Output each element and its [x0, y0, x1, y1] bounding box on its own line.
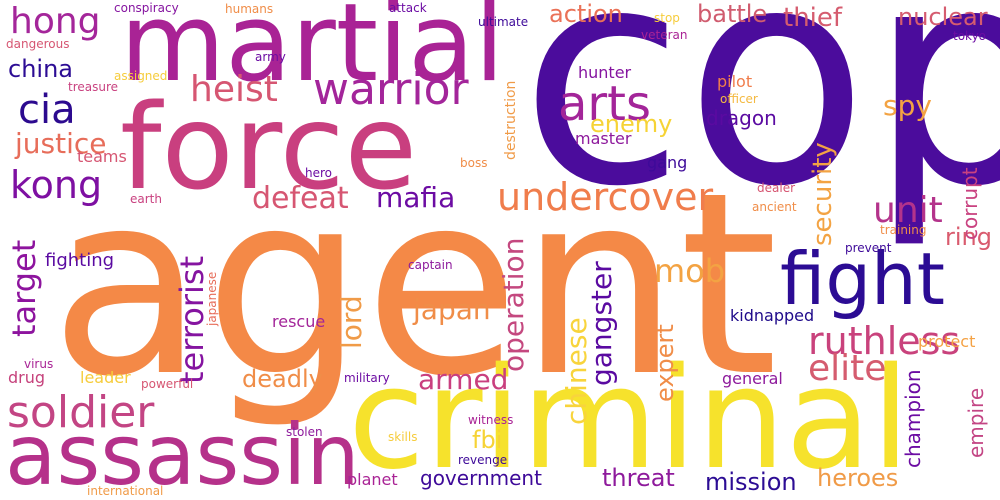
word-dragon: dragon	[706, 106, 777, 130]
word-thief: thief	[783, 3, 843, 33]
word-ultimate: ultimate	[478, 15, 529, 29]
word-target: target	[5, 239, 43, 337]
word-fbi: fbi	[472, 426, 503, 454]
word-prevent: prevent	[845, 241, 892, 255]
word-chinese: chinese	[560, 317, 593, 425]
word-tokyo: tokyo	[953, 29, 987, 43]
word-rescue: rescue	[272, 312, 326, 331]
word-criminal: criminal	[348, 338, 911, 500]
word-witness: witness	[468, 413, 514, 427]
word-mob: mob	[654, 252, 726, 290]
word-planet: planet	[347, 470, 398, 489]
word-elite: elite	[808, 348, 887, 389]
word-fighting: fighting	[45, 250, 115, 271]
word-captain: captain	[408, 258, 453, 272]
word-kong: kong	[10, 163, 103, 207]
word-enemy: enemy	[590, 110, 673, 138]
word-ring: ring	[945, 223, 992, 251]
word-armed: armed	[418, 363, 509, 396]
word-agent: agent	[50, 139, 778, 432]
word-assassin: assassin	[5, 406, 360, 500]
word-hunter: hunter	[578, 63, 632, 82]
word-japan: japan	[413, 293, 491, 326]
word-pilot: pilot	[717, 72, 753, 91]
word-conspiracy: conspiracy	[114, 1, 179, 15]
word-military: military	[344, 371, 390, 385]
word-humans: humans	[225, 2, 274, 16]
word-leader: leader	[80, 368, 131, 387]
word-stop: stop	[654, 11, 680, 25]
word-gang: gang	[647, 153, 688, 172]
word-dealer: dealer	[757, 181, 796, 195]
word-destruction: destruction	[503, 80, 519, 160]
word-fight: fight	[780, 237, 945, 321]
word-threat: threat	[602, 464, 675, 492]
word-government: government	[420, 466, 542, 490]
word-force: force	[120, 78, 418, 216]
word-training: training	[880, 223, 927, 237]
word-undercover: undercover	[497, 175, 714, 219]
word-revenge: revenge	[458, 453, 508, 467]
word-corrupt: corrupt	[958, 167, 982, 240]
word-mission: mission	[705, 468, 797, 496]
word-ancient: ancient	[752, 200, 797, 214]
word-assigned: assigned	[114, 69, 168, 83]
word-hong: hong	[10, 1, 101, 42]
word-drug: drug	[8, 368, 46, 387]
word-master: master	[575, 129, 632, 148]
word-champion: champion	[901, 369, 925, 468]
word-hero: hero	[305, 166, 332, 180]
word-battle: battle	[697, 0, 768, 28]
word-treasure: treasure	[68, 80, 119, 94]
word-operation: operation	[497, 237, 530, 372]
word-veteran: veteran	[641, 28, 688, 42]
word-army: army	[255, 50, 286, 64]
word-japanese: japanese	[205, 271, 219, 326]
word-justice: justice	[15, 127, 107, 160]
word-ruthless: ruthless	[808, 319, 961, 363]
word-unit: unit	[873, 190, 943, 231]
word-terrorist: terrorist	[173, 255, 211, 384]
word-protect: protect	[918, 332, 976, 351]
word-stolen: stolen	[286, 425, 323, 439]
word-powerful: powerful	[141, 377, 194, 391]
word-heroes: heroes	[817, 464, 899, 492]
word-general: general	[722, 369, 783, 388]
word-expert: expert	[651, 324, 679, 402]
word-cop: cop	[520, 0, 1000, 252]
word-boss: boss	[460, 156, 488, 170]
word-spy: spy	[883, 89, 932, 122]
word-china: china	[8, 55, 73, 83]
word-arts: arts	[558, 76, 651, 132]
word-nuclear: nuclear	[898, 3, 988, 31]
word-warrior: warrior	[313, 64, 469, 115]
word-defeat: defeat	[252, 181, 349, 216]
word-security: security	[808, 142, 838, 246]
word-teams: teams	[77, 147, 127, 166]
word-international: international	[87, 484, 164, 498]
word-officer: officer	[720, 92, 758, 106]
word-virus: virus	[24, 357, 54, 371]
word-mafia: mafia	[376, 181, 456, 214]
word-deadly: deadly	[242, 365, 323, 393]
word-kidnapped: kidnapped	[730, 306, 815, 325]
word-heist: heist	[190, 69, 278, 110]
word-action: action	[549, 0, 623, 28]
word-soldier: soldier	[7, 387, 155, 438]
word-martial: martial	[120, 0, 505, 106]
word-skills: skills	[388, 430, 418, 444]
word-empire: empire	[964, 387, 988, 458]
word-earth: earth	[130, 192, 162, 206]
word-lord: lord	[335, 295, 368, 349]
word-dangerous: dangerous	[6, 37, 70, 51]
word-cia: cia	[18, 87, 76, 133]
word-attack: attack	[389, 1, 427, 15]
